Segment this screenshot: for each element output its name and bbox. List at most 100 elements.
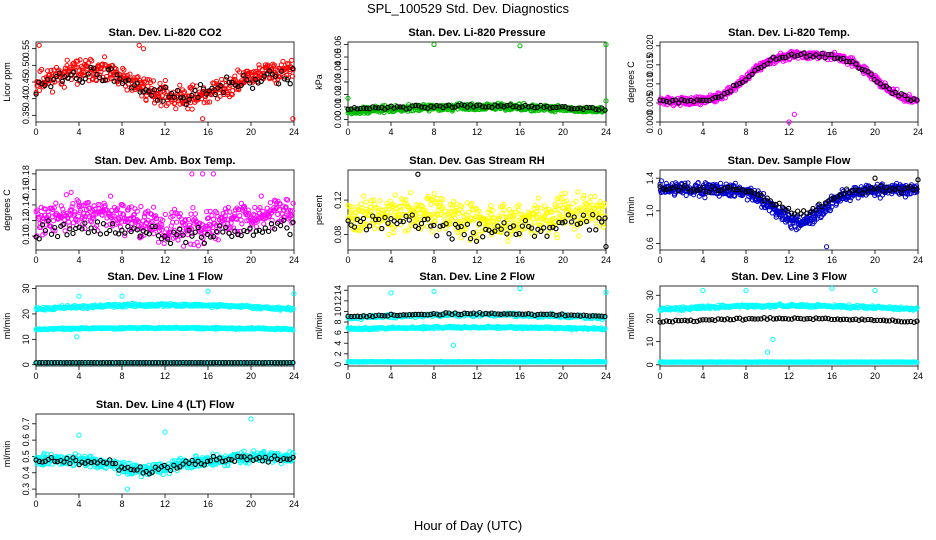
x-tick-label: 12 [160, 255, 170, 265]
data-point [557, 214, 563, 220]
x-tick-label: 20 [558, 127, 568, 137]
points-layer [345, 41, 609, 117]
data-point [189, 106, 195, 112]
data-point [377, 198, 383, 204]
data-point [529, 103, 535, 109]
data-point [177, 226, 183, 232]
y-tick-label: 0.35 [21, 107, 31, 125]
data-point [238, 200, 244, 206]
data-point [36, 360, 43, 366]
data-point [847, 197, 853, 204]
data-point [247, 360, 253, 366]
data-point [290, 359, 296, 366]
data-point [560, 205, 566, 211]
x-tick-label: 8 [431, 255, 436, 265]
data-point [183, 101, 189, 107]
data-point [264, 71, 270, 77]
data-point [473, 229, 479, 235]
data-point [400, 218, 406, 225]
data-point [486, 218, 492, 225]
data-point [235, 360, 241, 366]
data-point [666, 186, 672, 192]
data-point [525, 104, 532, 110]
data-point [544, 233, 550, 239]
data-point [200, 86, 207, 92]
data-point [700, 184, 706, 190]
data-point [483, 226, 489, 233]
x-tick-label: 0 [33, 371, 38, 381]
data-point [556, 104, 562, 110]
data-point [392, 192, 398, 198]
data-point [228, 225, 234, 231]
data-point [458, 223, 464, 230]
data-point [357, 105, 363, 112]
data-point [218, 83, 224, 89]
data-point [134, 360, 140, 366]
data-point [134, 208, 140, 214]
data-point [45, 68, 51, 74]
data-point [889, 185, 896, 192]
data-point [804, 210, 810, 216]
data-point [143, 87, 149, 93]
data-point [159, 222, 165, 228]
data-point [65, 75, 71, 81]
data-point [391, 230, 397, 236]
data-point [173, 106, 179, 112]
data-point [362, 221, 368, 227]
panel-title: Stan. Dev. Line 1 Flow [107, 271, 223, 283]
data-point [440, 204, 446, 210]
data-point [285, 197, 291, 203]
x-tick-label: 24 [289, 371, 299, 381]
data-point [553, 225, 559, 232]
data-point [663, 98, 670, 105]
data-point [369, 213, 376, 219]
data-point [491, 215, 497, 221]
x-tick-label: 0 [345, 127, 350, 137]
data-point [425, 193, 431, 200]
data-point [470, 229, 476, 236]
data-point [413, 202, 419, 208]
data-point [542, 203, 548, 209]
data-point [565, 105, 572, 111]
data-point [272, 73, 279, 79]
data-point [394, 104, 400, 110]
data-point [161, 240, 167, 247]
data-point [914, 186, 920, 192]
data-point [125, 77, 132, 83]
data-point [495, 103, 501, 109]
data-point [42, 82, 48, 89]
data-point [492, 102, 498, 108]
data-point [64, 360, 70, 366]
data-point [61, 84, 67, 90]
data-point [71, 69, 77, 75]
data-point [580, 206, 586, 212]
series-2 [345, 102, 608, 113]
x-tick-label: 20 [246, 255, 256, 265]
y-tick-label: 0.05 [333, 48, 343, 66]
x-tick-label: 0 [657, 127, 662, 137]
data-point [892, 89, 899, 95]
data-point [271, 62, 277, 68]
data-point [902, 92, 908, 99]
data-point [681, 97, 688, 104]
data-point [158, 103, 164, 109]
data-point [555, 206, 561, 212]
data-point [247, 225, 253, 231]
data-point [712, 94, 718, 100]
data-point [603, 243, 609, 250]
data-point [252, 76, 259, 82]
data-point [85, 359, 91, 366]
data-point [53, 73, 59, 80]
data-point [140, 46, 147, 52]
data-point [571, 105, 577, 112]
y-axis-label: Licor ppm [2, 62, 12, 102]
data-point [764, 61, 771, 67]
data-point [902, 185, 908, 192]
data-point [423, 208, 429, 214]
data-point [290, 200, 296, 206]
data-point [737, 80, 743, 87]
data-point [905, 185, 911, 191]
data-point [403, 197, 409, 203]
y-tick-label: 30 [21, 284, 31, 294]
data-point [33, 91, 39, 97]
